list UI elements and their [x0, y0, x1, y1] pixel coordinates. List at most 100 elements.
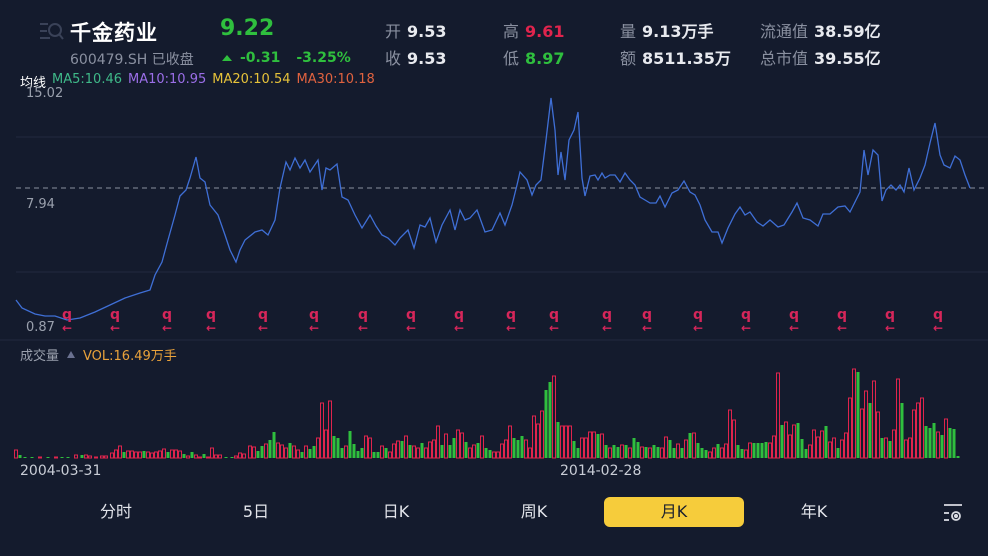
volume-bar: [748, 442, 752, 459]
volume-bar: [764, 442, 768, 458]
volume-bar: [884, 437, 888, 459]
volume-bar: [540, 410, 544, 459]
price-axis-min: 0.87: [26, 320, 55, 335]
volume-bar: [676, 443, 680, 459]
volume-bar: [908, 437, 912, 459]
volume-bar: [936, 431, 940, 459]
volume-bar: [400, 441, 404, 458]
volume-bar: [114, 449, 118, 459]
volume-bar: [512, 438, 516, 458]
volume-bar: [560, 425, 564, 459]
volume-bar: [14, 449, 18, 459]
volume-bar: [604, 445, 608, 458]
volume-bar: [628, 447, 632, 459]
volume-bar: [876, 411, 880, 459]
volume-bar: [860, 408, 864, 459]
tab-daily-k[interactable]: 日K: [382, 502, 410, 521]
volume-bar: [376, 452, 380, 458]
volume-bar: [444, 433, 448, 459]
price-chart[interactable]: [0, 0, 988, 480]
stock-name: 千金药业: [70, 21, 158, 45]
volume-bar: [704, 450, 708, 458]
volume-bar: [224, 457, 228, 458]
signal-marker-q: q: [405, 307, 417, 323]
volume-bar: [416, 447, 420, 459]
volume-bar: [352, 444, 356, 458]
volume-bar: [536, 423, 540, 459]
volume-bar: [344, 445, 348, 459]
volume-bar: [732, 419, 736, 459]
ma20-label: MA20:10.54: [212, 72, 291, 87]
volume-bar: [80, 455, 84, 458]
volume-bar: [420, 443, 424, 458]
signal-marker-q: q: [109, 307, 121, 323]
volume-bar: [332, 436, 336, 458]
volume-bar: [944, 418, 948, 459]
signal-marker-q: q: [453, 307, 465, 323]
volume-bar: [696, 443, 700, 458]
signal-marker-q: q: [505, 307, 517, 323]
volume-bar: [804, 449, 808, 458]
volume-bar: [484, 448, 488, 458]
triangle-up-icon[interactable]: [67, 351, 76, 358]
volume-bar: [324, 429, 328, 459]
arrow-left-icon: ←: [405, 321, 417, 335]
volume-bar: [368, 437, 372, 459]
volume-bar: [756, 443, 760, 458]
volume-bar: [572, 441, 576, 458]
volume-bar: [130, 450, 134, 459]
tab-5day[interactable]: 5日: [242, 502, 270, 521]
signal-marker-q: q: [548, 307, 560, 323]
volume-bar: [864, 390, 868, 459]
search-list-icon[interactable]: [38, 20, 64, 42]
volume-bar: [372, 452, 376, 458]
current-price: 9.22: [220, 16, 275, 41]
volume-bar: [300, 452, 304, 458]
volume-bar: [202, 454, 206, 458]
volume-legend[interactable]: 成交量 VOL:16.49万手: [20, 345, 177, 364]
triangle-icon: [222, 55, 232, 61]
volume-bar: [380, 445, 384, 459]
volume-bar: [84, 454, 88, 459]
volume-bar: [456, 429, 460, 459]
settings-sliders-icon[interactable]: [942, 503, 964, 523]
volume-bar: [284, 447, 288, 459]
signal-marker-q: q: [641, 307, 653, 323]
volume-title: 成交量: [20, 349, 60, 364]
volume-bar: [162, 448, 166, 459]
stat-float-cap: 流通值 38.59亿: [760, 22, 881, 41]
stat-close: 收 9.53: [385, 49, 447, 68]
signal-marker-q: q: [601, 307, 613, 323]
signal-marker-q: q: [308, 307, 320, 323]
volume-bar: [824, 426, 828, 458]
volume-bar: [928, 428, 932, 458]
date-left: 2004-03-31: [20, 463, 102, 479]
volume-bar: [360, 448, 364, 458]
volume-bar: [956, 456, 960, 458]
volume-bar: [198, 456, 202, 459]
volume-bar: [312, 446, 316, 458]
ma-legend[interactable]: 均线 MA5:10.46 MA10:10.95 MA20:10.54 MA30:…: [20, 72, 375, 91]
volume-bar: [100, 455, 104, 459]
volume-bar: [564, 425, 568, 459]
tab-weekly-k[interactable]: 周K: [520, 502, 548, 521]
volume-bar: [612, 445, 616, 458]
volume-bar: [856, 372, 860, 458]
volume-bar: [872, 380, 876, 459]
period-tabs: 分时 5日 日K 周K 月K 年K: [0, 495, 988, 529]
volume-bar: [648, 447, 652, 459]
tab-monthly-k[interactable]: 月K: [604, 497, 744, 527]
volume-bar: [776, 372, 780, 459]
volume-bar: [500, 443, 504, 459]
volume-bar: [592, 431, 596, 459]
arrow-left-icon: ←: [641, 321, 653, 335]
tab-intraday[interactable]: 分时: [99, 502, 132, 521]
signal-marker-q: q: [692, 307, 704, 323]
volume-bar: [230, 457, 234, 458]
volume-bar: [508, 425, 512, 459]
volume-bar: [276, 442, 280, 459]
volume-bar: [684, 439, 688, 459]
volume-bar: [38, 456, 42, 459]
tab-yearly-k[interactable]: 年K: [800, 502, 828, 521]
volume-bar: [832, 437, 836, 459]
